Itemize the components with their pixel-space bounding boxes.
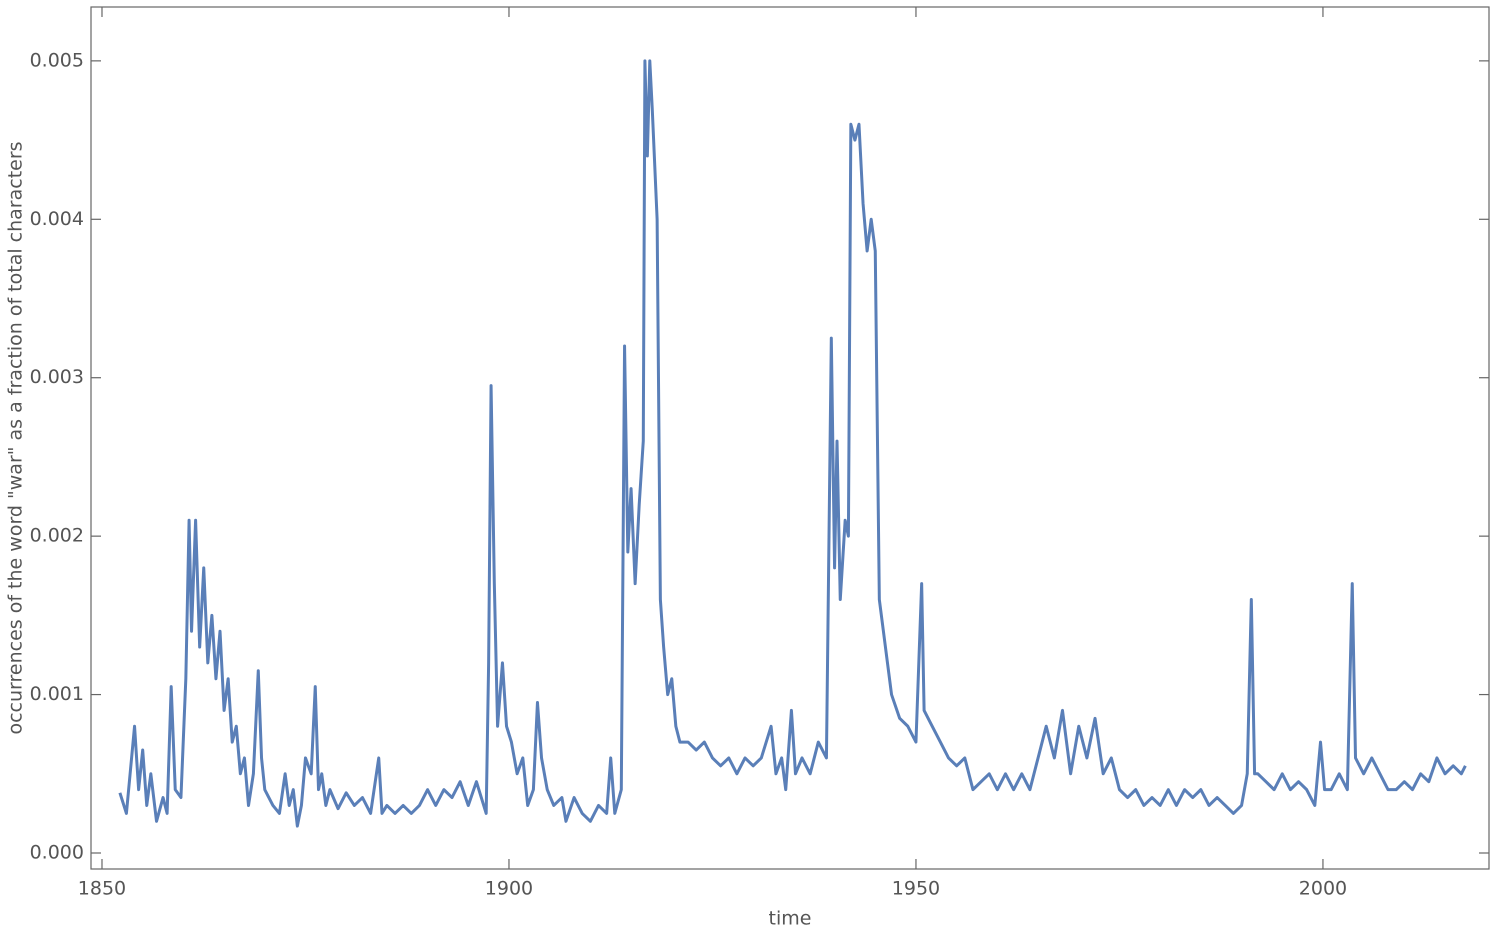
y-tick-label: 0.000 [30, 841, 84, 863]
x-tick-label: 1950 [892, 878, 940, 900]
x-tick-label: 2000 [1299, 878, 1347, 900]
x-axis-label: time [769, 908, 812, 930]
x-tick-label: 1850 [78, 878, 126, 900]
plot-frame [90, 6, 1490, 870]
y-axis-label: occurrences of the word "war" as a fract… [5, 141, 27, 734]
y-tick-label: 0.002 [30, 525, 84, 547]
y-tick-label: 0.004 [30, 208, 84, 230]
x-tick-label: 1900 [485, 878, 533, 900]
y-tick-label: 0.005 [30, 49, 84, 71]
y-tick-label: 0.001 [30, 683, 84, 705]
y-tick-label: 0.003 [30, 366, 84, 388]
line-series [118, 59, 1467, 828]
